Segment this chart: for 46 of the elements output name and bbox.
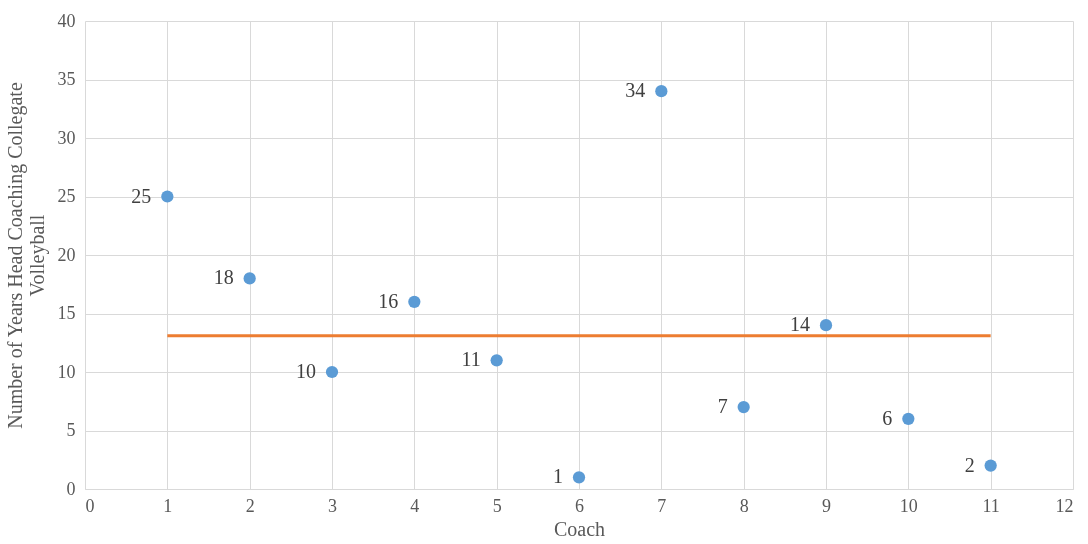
point [325,365,339,379]
point [572,471,586,484]
data-label: 6 [882,406,893,429]
data-label: 25 [131,184,152,207]
x-tick-label: 5 [492,495,502,516]
x-tick-label: 7 [657,495,667,516]
point [902,412,915,425]
point [984,459,997,472]
x-tick-label: 0 [85,495,95,516]
point [408,295,421,308]
point [737,400,750,414]
data-label: 7 [717,395,728,418]
x-tick-label: 3 [328,495,337,516]
point [243,272,256,285]
point [655,85,668,98]
x-tick-label: 1 [163,495,173,516]
x-tick-label: 2 [245,495,255,516]
x-tick-label: 4 [410,495,420,516]
y-tick-label: 40 [57,10,76,31]
data-label: 16 [378,289,399,312]
y-tick-label: 35 [57,69,76,89]
y-tick-label: 10 [57,361,76,382]
y-tick-label: 0 [66,478,76,499]
data-label: 34 [625,79,646,102]
point [819,319,833,332]
data-label: 10 [296,360,316,382]
x-tick-label: 11 [982,495,1000,516]
x-tick-label: 6 [575,495,584,516]
data-label: 11 [461,348,481,371]
data-label: 2 [964,453,975,476]
x-tick-label: 8 [739,495,749,516]
y-tick-label: 20 [57,244,76,265]
data-label: 1 [553,465,563,488]
x-tick-label: 10 [899,495,918,516]
x-tick-label: 9 [822,495,831,516]
x-tick-label: 12 [1055,495,1074,516]
x-axis-title: Coach [553,517,606,540]
y-tick-label: 5 [66,420,76,440]
y-axis-title: Number of Years Head Coaching Collegate Volleyball [3,82,49,429]
data-label: 18 [213,266,234,289]
data-label: 14 [790,313,810,336]
point [161,190,174,203]
y-tick-label: 15 [57,303,76,323]
y-tick-label: 25 [57,186,76,206]
point [490,354,503,367]
y-tick-label: 30 [57,127,76,148]
